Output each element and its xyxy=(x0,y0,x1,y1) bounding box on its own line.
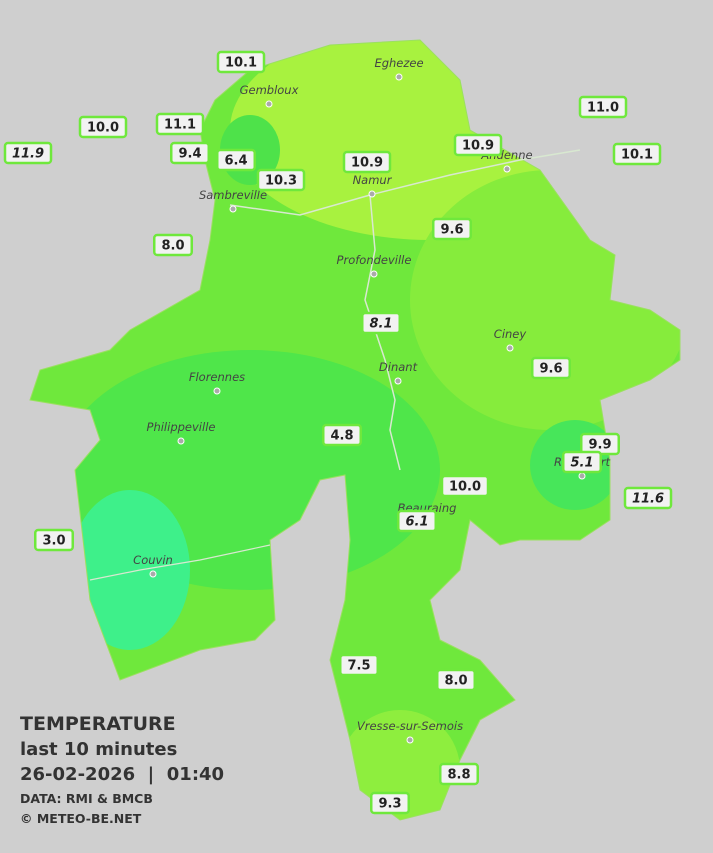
station-value: 10.1 xyxy=(621,148,653,163)
station-value: 9.6 xyxy=(440,223,463,238)
city-dot xyxy=(503,165,511,173)
city-dot xyxy=(149,570,157,578)
station-box xyxy=(623,486,673,510)
city-name: Vresse-sur-Semois xyxy=(357,719,463,733)
city-dot xyxy=(395,73,403,81)
station-box xyxy=(397,509,437,533)
cold-zone xyxy=(70,490,190,650)
city-name: Couvin xyxy=(133,553,173,567)
station-value: 10.3 xyxy=(265,174,297,189)
river xyxy=(89,544,271,581)
station-box xyxy=(361,311,401,335)
station-value: 6.4 xyxy=(224,154,247,169)
city-dot xyxy=(406,736,414,744)
station-value: 8.0 xyxy=(444,674,467,689)
station-box xyxy=(453,133,503,157)
station-value: 7.5 xyxy=(347,659,370,674)
city-dot xyxy=(394,377,402,385)
city-name: Profondeville xyxy=(337,253,412,267)
city-name: Ciney xyxy=(494,327,527,341)
station-value: 9.6 xyxy=(539,362,562,377)
city-dot xyxy=(370,270,378,278)
subtitle: last 10 minutes xyxy=(20,739,177,760)
credit: © METEO-BE.NET xyxy=(20,811,142,826)
station-box xyxy=(432,217,472,241)
station-value: 8.1 xyxy=(369,317,392,332)
station-value: 10.0 xyxy=(87,121,119,136)
station-box xyxy=(578,95,628,119)
station-value: 11.9 xyxy=(12,147,44,162)
station-value: 9.4 xyxy=(178,147,201,162)
station-box xyxy=(34,528,74,552)
station-value: 10.0 xyxy=(449,480,481,495)
river xyxy=(364,194,401,471)
station-value: 10.9 xyxy=(462,139,494,154)
station-value: 11.1 xyxy=(164,118,196,133)
city-name: Florennes xyxy=(189,370,245,384)
city-name: Namur xyxy=(353,173,393,187)
title: TEMPERATURE xyxy=(20,713,176,735)
station-value: 10.1 xyxy=(225,56,257,71)
station-value: 4.8 xyxy=(330,429,353,444)
station-box xyxy=(3,141,53,165)
station-value: 10.9 xyxy=(351,156,383,171)
source: DATA: RMI & BMCB xyxy=(20,791,153,806)
city-dot xyxy=(368,190,376,198)
station-value: 9.3 xyxy=(378,797,401,812)
station-box xyxy=(342,150,392,174)
city-dot xyxy=(506,344,514,352)
city-name: Gembloux xyxy=(240,83,299,97)
city-name: Dinant xyxy=(379,360,418,374)
station-box xyxy=(370,791,410,815)
station-box xyxy=(339,653,379,677)
station-value: 8.0 xyxy=(161,239,184,254)
station-box xyxy=(439,762,479,786)
station-box xyxy=(562,450,602,474)
city-dot xyxy=(177,437,185,445)
station-box xyxy=(612,142,662,166)
station-box xyxy=(153,233,193,257)
city-name: Philippeville xyxy=(147,420,216,434)
station-box xyxy=(78,115,128,139)
station-value: 3.0 xyxy=(42,534,65,549)
station-value: 9.9 xyxy=(588,438,611,453)
labels: EghezeeGemblouxAndenneNamurSambrevillePr… xyxy=(3,50,673,815)
station-box xyxy=(436,668,476,692)
station-box xyxy=(440,474,490,498)
city-dot xyxy=(265,100,273,108)
station-box xyxy=(216,50,266,74)
station-box xyxy=(155,112,205,136)
station-value: 11.6 xyxy=(632,492,664,507)
station-box xyxy=(216,148,256,172)
station-value: 5.1 xyxy=(570,456,593,471)
station-value: 8.8 xyxy=(447,768,470,783)
city-name: Eghezee xyxy=(374,56,423,70)
datetime: 26-02-2026 | 01:40 xyxy=(20,764,224,785)
river xyxy=(229,149,581,216)
station-box xyxy=(256,168,306,192)
city-name: Sambreville xyxy=(199,188,267,202)
city-dot xyxy=(578,472,586,480)
station-value: 11.0 xyxy=(587,101,619,116)
station-box xyxy=(322,423,362,447)
city-dot xyxy=(213,387,221,395)
station-value: 6.1 xyxy=(405,515,428,530)
city-dot xyxy=(229,205,237,213)
station-box xyxy=(170,141,210,165)
station-box xyxy=(531,356,571,380)
